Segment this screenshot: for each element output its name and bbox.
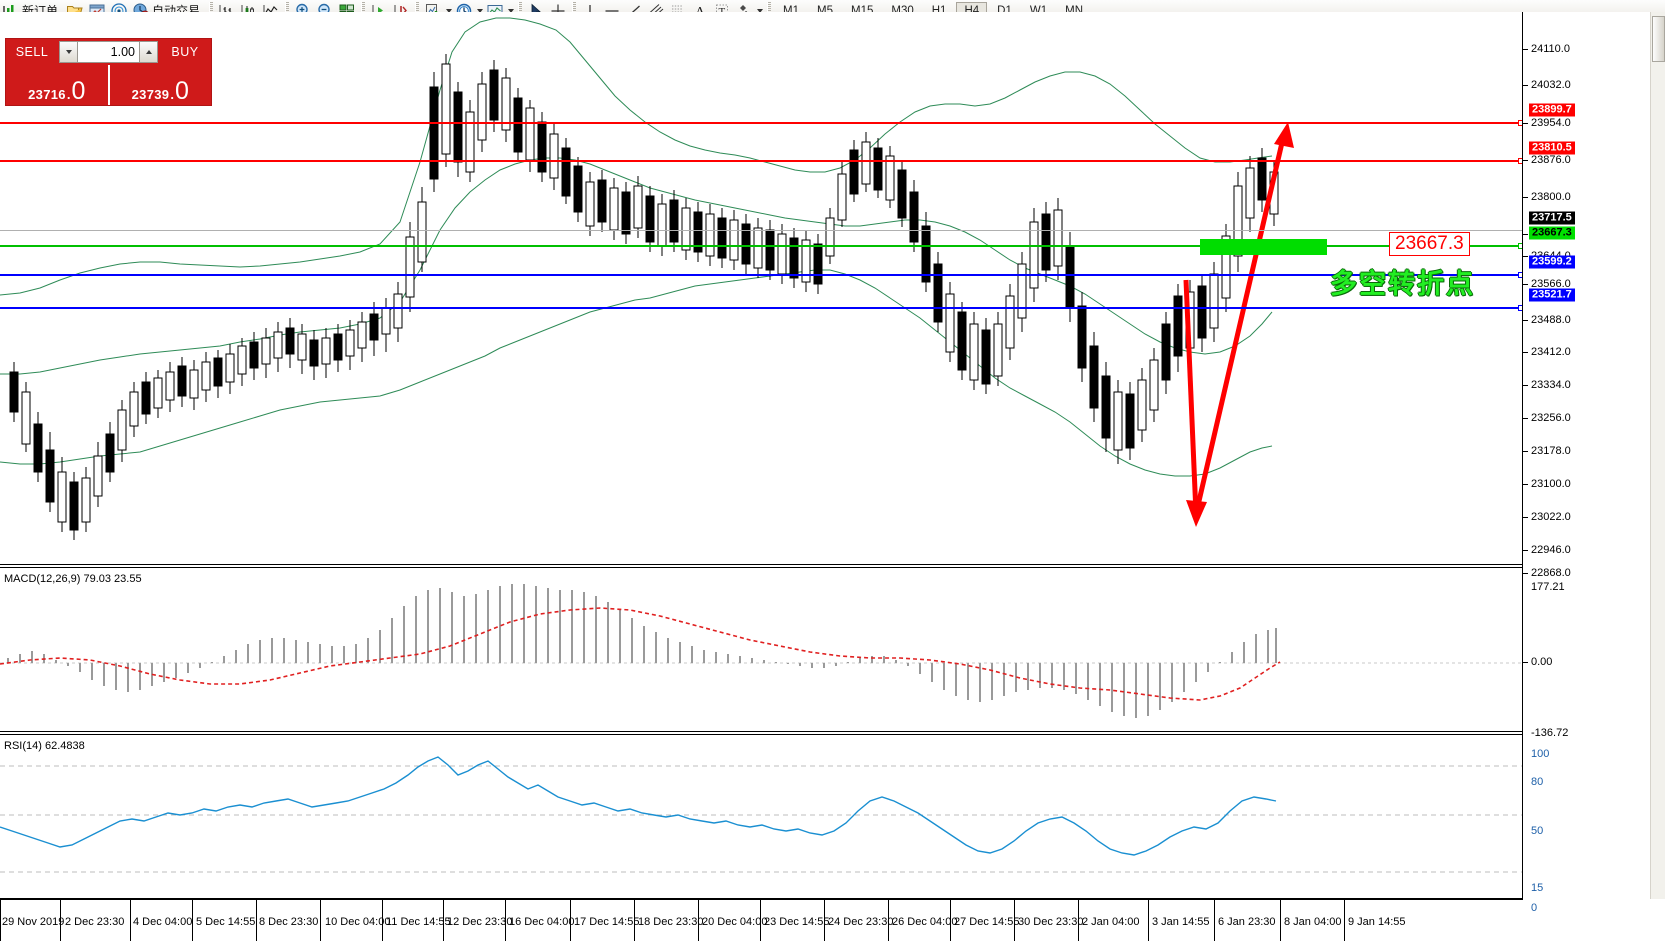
buy-price-separator: . [170,87,174,102]
time-label: 18 Dec 23:30 [638,916,703,928]
sell-price-fraction: 0 [71,80,85,102]
price-tick-label: 23100.0 [1531,478,1571,490]
time-label: 24 Dec 23:30 [828,916,893,928]
rsi-tick-label: 50 [1531,825,1543,837]
price-tag-current: 23717.5 [1529,212,1575,225]
price-tick-label: 23954.0 [1531,117,1571,129]
macd-tick-label: -136.72 [1531,727,1568,739]
time-label: 2 Jan 04:00 [1082,916,1140,928]
price-tick-label: 23412.0 [1531,346,1571,358]
price-tick-label: 24110.0 [1531,43,1570,55]
volume-input[interactable]: 1.00 [78,41,139,63]
price-tick-label: 23488.0 [1531,314,1571,326]
time-label: 6 Jan 23:30 [1218,916,1276,928]
scrollbar-thumb[interactable] [1652,16,1665,62]
price-tick-label: 23178.0 [1531,445,1571,457]
time-label: 27 Dec 14:55 [954,916,1019,928]
rsi-tick-label: 80 [1531,776,1543,788]
price-tick-label: 23256.0 [1531,412,1571,424]
time-label: 8 Dec 23:30 [259,916,318,928]
rsi-indicator-label: RSI(14) 62.4838 [4,740,85,752]
sell-button[interactable]: SELL [6,39,58,65]
one-click-trading-panel[interactable]: SELL 1.00 BUY 23716 . 0 23739 . 0 [5,38,212,106]
price-tag-23521[interactable]: 23521.7 [1529,289,1575,302]
price-tag-23599[interactable]: 23599.2 [1529,256,1575,269]
macd-indicator-label: MACD(12,26,9) 79.03 23.55 [4,573,142,585]
time-label: 26 Dec 04:00 [892,916,957,928]
macd-histogram [8,584,1276,718]
rsi-pane[interactable] [0,734,1523,899]
volume-increase-button[interactable] [139,41,158,63]
time-label: 10 Dec 04:00 [325,916,390,928]
price-tick-label: 22868.0 [1531,567,1571,579]
time-label: 3 Jan 14:55 [1152,916,1210,928]
price-tick-label: 23876.0 [1531,154,1571,166]
price-axis[interactable]: 24110.0 24032.0 23954.0 23876.0 23800.0 … [1523,12,1665,899]
rsi-canvas [0,735,1523,898]
price-chart-canvas [0,12,1523,565]
time-label: 2 Dec 23:30 [65,916,124,928]
time-label: 23 Dec 14:55 [764,916,829,928]
vertical-scrollbar[interactable] [1650,12,1665,899]
price-tick-label: 24032.0 [1531,79,1571,91]
time-label: 30 Dec 23:30 [1018,916,1083,928]
time-axis[interactable]: 29 Nov 2019 2 Dec 23:30 4 Dec 04:00 5 De… [0,899,1523,941]
price-tick-label: 23334.0 [1531,379,1571,391]
price-tag-23810[interactable]: 23810.5 [1529,142,1575,155]
macd-tick-label: 0.00 [1531,656,1552,668]
candlestick-series [10,54,1278,540]
rsi-tick-label: 15 [1531,882,1543,894]
time-label: 12 Dec 23:30 [447,916,512,928]
time-label: 5 Dec 14:55 [196,916,255,928]
highlight-zone-rect[interactable] [1200,239,1327,255]
macd-pane[interactable] [0,567,1523,732]
sell-price-integer: 23716 [28,87,66,102]
sell-price-separator: . [67,87,71,102]
macd-canvas [0,568,1523,731]
chinese-annotation-label[interactable]: 多空转折点 [1330,262,1475,301]
price-tick-label: 22946.0 [1531,544,1571,556]
buy-price-integer: 23739 [132,87,170,102]
time-label: 16 Dec 04:00 [509,916,574,928]
price-chart-pane[interactable] [0,12,1523,565]
buy-price-display[interactable]: 23739 . 0 [110,65,212,105]
sell-price-display[interactable]: 23716 . 0 [6,65,108,105]
last-price-line [0,230,1523,231]
support-line-23599[interactable] [0,274,1523,276]
rsi-tick-label: 100 [1531,748,1549,760]
time-label: 9 Jan 14:55 [1348,916,1406,928]
time-label: 11 Dec 14:55 [386,916,451,928]
time-label: 8 Jan 04:00 [1284,916,1342,928]
buy-price-fraction: 0 [175,80,189,102]
rsi-tick-label: 0 [1531,902,1537,914]
volume-decrease-button[interactable] [59,41,78,63]
buy-button[interactable]: BUY [159,39,211,65]
resistance-line-23810[interactable] [0,160,1523,162]
support-line-23521[interactable] [0,307,1523,309]
time-label: 29 Nov 2019 [2,916,64,928]
price-tag-23667[interactable]: 23667.3 [1529,227,1575,240]
resistance-line-23899[interactable] [0,122,1523,124]
price-callout-label[interactable]: 23667.3 [1389,232,1470,256]
macd-tick-label: 177.21 [1531,581,1565,593]
metatrader-window: 新订单 [0,0,1665,940]
price-tick-label: 23800.0 [1531,191,1571,203]
rsi-line [0,757,1276,855]
time-label: 20 Dec 04:00 [702,916,767,928]
time-label: 4 Dec 04:00 [133,916,192,928]
price-tag-23899[interactable]: 23899.7 [1529,104,1575,117]
time-label: 17 Dec 14:55 [574,916,639,928]
price-tick-label: 23022.0 [1531,511,1571,523]
